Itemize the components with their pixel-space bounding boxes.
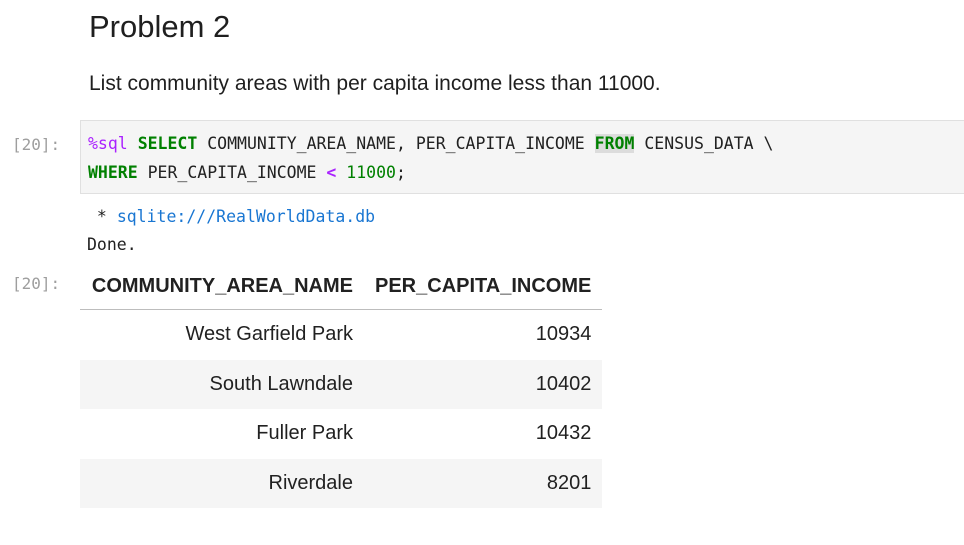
code-column: PER_CAPITA_INCOME bbox=[137, 163, 327, 182]
keyword-where: WHERE bbox=[88, 163, 138, 182]
sql-magic: %sql bbox=[88, 134, 128, 153]
column-header-per-capita-income: PER_CAPITA_INCOME bbox=[364, 264, 603, 310]
code-line-2[interactable]: WHERE PER_CAPITA_INCOME < 11000; bbox=[88, 163, 406, 182]
column-header-community-area-name: COMMUNITY_AREA_NAME bbox=[80, 264, 364, 310]
community-area-cell: South Lawndale bbox=[80, 359, 364, 409]
table-row: Fuller Park 10432 bbox=[80, 409, 602, 459]
code-line-1[interactable]: %sql SELECT COMMUNITY_AREA_NAME, PER_CAP… bbox=[88, 134, 773, 153]
output-prompt: [20]: bbox=[12, 274, 61, 293]
problem-heading: Problem 2 bbox=[89, 9, 231, 44]
code-space bbox=[128, 134, 138, 153]
code-table: CENSUS_DATA \ bbox=[634, 134, 774, 153]
connection-line: * sqlite:///RealWorldData.db bbox=[87, 207, 375, 226]
income-cell: 10432 bbox=[535, 422, 592, 445]
done-text: Done. bbox=[87, 235, 137, 254]
code-terminator: ; bbox=[395, 163, 406, 182]
code-editor[interactable]: %sql SELECT COMMUNITY_AREA_NAME, PER_CAP… bbox=[80, 120, 964, 194]
community-area-cell: Fuller Park bbox=[256, 422, 353, 445]
income-cell: 10934 bbox=[535, 323, 592, 346]
table-row: Riverdale 8201 bbox=[80, 458, 603, 508]
code-operator: < bbox=[326, 163, 337, 182]
connection-prefix: * bbox=[87, 207, 117, 226]
income-cell: 8201 bbox=[364, 458, 603, 508]
problem-description: List community areas with per capita inc… bbox=[89, 72, 661, 95]
code-space bbox=[336, 163, 346, 182]
result-table: COMMUNITY_AREA_NAME PER_CAPITA_INCOME We… bbox=[80, 264, 603, 508]
keyword-from: FROM bbox=[594, 134, 635, 153]
community-area-cell: Riverdale bbox=[80, 458, 364, 508]
keyword-select: SELECT bbox=[137, 134, 198, 153]
input-prompt: [20]: bbox=[12, 135, 61, 154]
code-columns: COMMUNITY_AREA_NAME, PER_CAPITA_INCOME bbox=[197, 134, 595, 153]
connection-string: sqlite:///RealWorldData.db bbox=[116, 207, 376, 226]
community-area-cell: West Garfield Park bbox=[185, 323, 353, 346]
table-header-row: COMMUNITY_AREA_NAME PER_CAPITA_INCOME bbox=[80, 264, 603, 310]
table-row: West Garfield Park 10934 bbox=[80, 310, 602, 360]
income-cell: 10402 bbox=[364, 359, 603, 409]
code-number: 11000 bbox=[346, 163, 396, 182]
table-row: South Lawndale 10402 bbox=[80, 359, 603, 409]
